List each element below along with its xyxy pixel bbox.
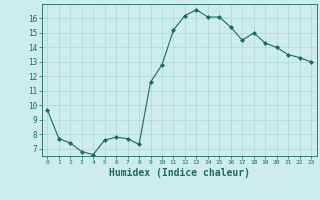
X-axis label: Humidex (Indice chaleur): Humidex (Indice chaleur) (109, 168, 250, 178)
